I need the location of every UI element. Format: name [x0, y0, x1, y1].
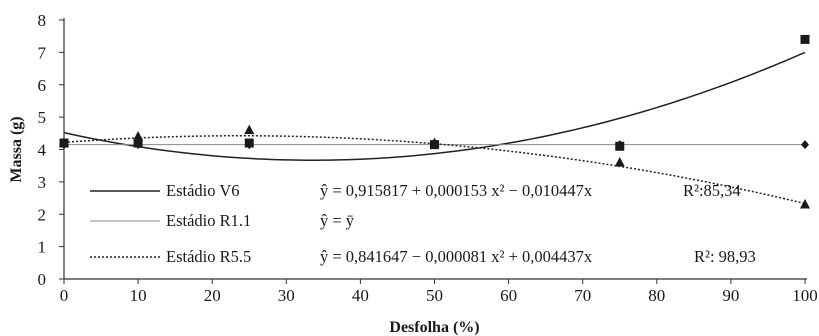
- fit-curve-series-3: [63, 135, 806, 205]
- y-tick-label: 3: [38, 173, 47, 192]
- equation-series-3: ŷ = 0,841647 − 0,000081 x² + 0,004437x: [320, 247, 593, 266]
- data-point-series-3: [614, 156, 625, 167]
- data-point-series-3: [59, 137, 69, 148]
- x-axis-title: Desfolha (%): [389, 319, 479, 336]
- y-tick-label: 0: [38, 270, 47, 289]
- data-point-series-2: [245, 140, 254, 150]
- data-point-series-2: [615, 140, 624, 150]
- data-point-series-2: [801, 140, 809, 150]
- y-tick-label: 5: [38, 108, 47, 127]
- y-tick-label: 8: [38, 11, 47, 30]
- y-tick-label: 2: [38, 205, 47, 224]
- data-points: [59, 34, 810, 209]
- legend-label-series-3: Estádio R5.5: [166, 247, 251, 266]
- x-tick-label: 60: [500, 286, 517, 305]
- data-point-series-3: [244, 124, 255, 135]
- y-tick-label: 1: [38, 238, 47, 257]
- data-point-series-2: [134, 140, 143, 150]
- r-squared-series-3: R²: 98,93: [694, 247, 756, 266]
- data-point-series-3: [800, 199, 810, 209]
- data-point-series-3: [429, 137, 440, 148]
- x-tick-label: 50: [426, 286, 443, 305]
- ticks: 0 10 20 30 40 50 60 70 80 90 100 0 1 2 3 4 5 6 7 8: [38, 11, 818, 305]
- data-point-series-3: [133, 131, 144, 141]
- x-tick-label: 90: [722, 286, 739, 305]
- r-squared-series-1: R²:85,34: [683, 181, 741, 200]
- x-tick-label: 40: [352, 286, 369, 305]
- x-tick-label: 20: [204, 286, 221, 305]
- legend: Estádio V6 ŷ = 0,915817 + 0,000153 x² − 0…: [90, 181, 756, 266]
- x-tick-label: 0: [60, 286, 69, 305]
- fit-curve-series-1: [63, 51, 806, 161]
- y-axis-title: Massa (g): [8, 116, 25, 182]
- y-tick-label: 7: [38, 43, 47, 62]
- x-tick-label: 10: [130, 286, 147, 305]
- equation-series-1: ŷ = 0,915817 + 0,000153 x² − 0,010447x: [320, 181, 593, 200]
- equation-series-2: ŷ = ȳ: [320, 211, 355, 230]
- legend-label-series-1: Estádio V6: [166, 181, 240, 200]
- x-tick-label: 30: [278, 286, 295, 305]
- data-point-series-1: [800, 34, 810, 44]
- x-tick-label: 80: [648, 286, 665, 305]
- x-tick-label: 100: [792, 286, 818, 305]
- legend-label-series-2: Estádio R1.1: [166, 211, 251, 230]
- x-tick-label: 70: [574, 286, 591, 305]
- y-tick-label: 6: [38, 76, 47, 95]
- y-tick-label: 4: [38, 141, 47, 160]
